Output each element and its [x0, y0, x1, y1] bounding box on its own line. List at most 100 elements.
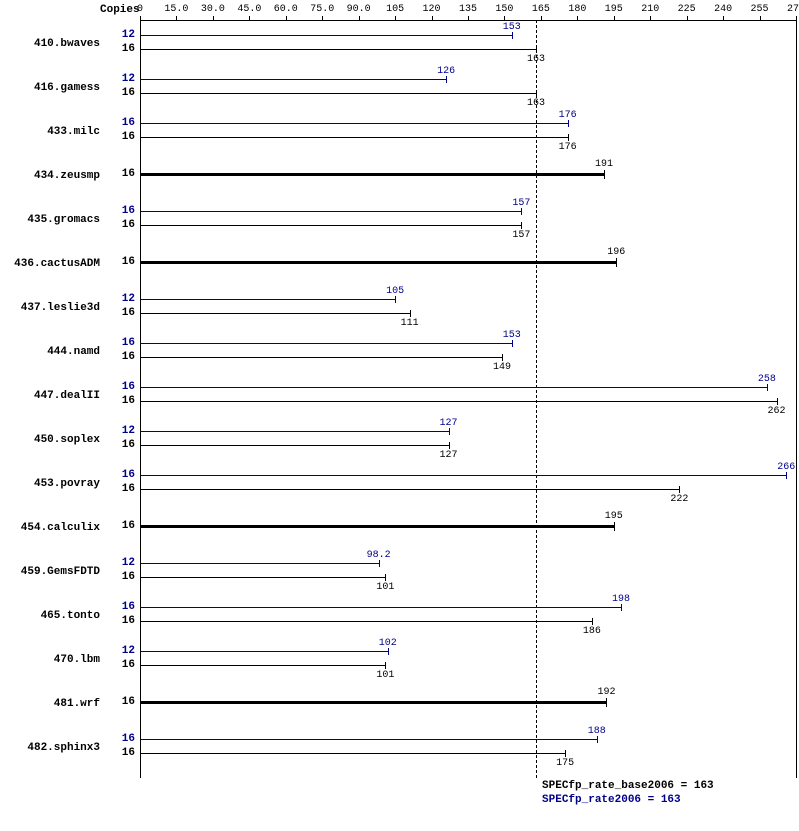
peak-value-label: 153 — [503, 330, 521, 341]
base-bar-end — [521, 222, 522, 229]
peak-bar — [140, 739, 597, 740]
base-bar — [140, 577, 385, 578]
x-axis-line — [140, 20, 796, 21]
peak-bar-end — [786, 472, 787, 479]
peak-bar — [140, 35, 512, 36]
x-axis-tick-mark — [723, 16, 724, 20]
base-bar — [140, 525, 614, 528]
x-axis-tick-label: 255 — [751, 4, 769, 15]
benchmark-name: 470.lbm — [0, 654, 100, 666]
base-bar-end — [592, 618, 593, 625]
base-copies: 16 — [110, 307, 135, 319]
benchmark-name: 447.dealII — [0, 390, 100, 402]
peak-bar — [140, 343, 512, 344]
peak-bar-end — [512, 340, 513, 347]
peak-bar-end — [568, 120, 569, 127]
base-bar — [140, 445, 449, 446]
peak-bar — [140, 299, 395, 300]
base-value-label: 175 — [556, 758, 574, 769]
x-axis-tick-mark — [359, 16, 360, 20]
base-copies: 16 — [110, 659, 135, 671]
peak-value-label: 188 — [588, 726, 606, 737]
peak-copies: 12 — [110, 293, 135, 305]
base-bar — [140, 49, 536, 50]
x-axis-tick-mark — [577, 16, 578, 20]
benchmark-name: 454.calculix — [0, 522, 100, 534]
x-axis-tick-label: 0 — [137, 4, 143, 15]
peak-value-label: 198 — [612, 594, 630, 605]
peak-bar-end — [521, 208, 522, 215]
peak-bar-end — [621, 604, 622, 611]
base-bar-end — [679, 486, 680, 493]
x-axis-tick-label: 120 — [423, 4, 441, 15]
x-axis-tick-mark — [541, 16, 542, 20]
base-bar — [140, 701, 606, 704]
base-value-label: 176 — [559, 142, 577, 153]
footer-peak-label: SPECfp_rate2006 = 163 — [542, 794, 681, 806]
base-bar — [140, 261, 616, 264]
x-axis-tick-label: 240 — [714, 4, 732, 15]
x-axis-tick-label: 210 — [641, 4, 659, 15]
peak-value-label: 102 — [379, 638, 397, 649]
base-copies: 16 — [110, 87, 135, 99]
peak-value-label: 258 — [758, 374, 776, 385]
peak-copies: 16 — [110, 733, 135, 745]
base-value-label: 127 — [440, 450, 458, 461]
base-copies: 16 — [110, 256, 135, 268]
base-value-label: 149 — [493, 362, 511, 373]
x-axis-tick-mark — [213, 16, 214, 20]
peak-value-label: 153 — [503, 22, 521, 33]
base-bar-end — [449, 442, 450, 449]
base-bar-end — [777, 398, 778, 405]
peak-copies: 12 — [110, 73, 135, 85]
base-bar — [140, 489, 679, 490]
peak-copies: 16 — [110, 337, 135, 349]
base-bar — [140, 621, 592, 622]
peak-bar-end — [512, 32, 513, 39]
x-axis-tick-label: 60.0 — [274, 4, 298, 15]
x-axis-tick-mark — [286, 16, 287, 20]
benchmark-name: 434.zeusmp — [0, 170, 100, 182]
peak-bar-end — [395, 296, 396, 303]
peak-value-label: 105 — [386, 286, 404, 297]
peak-bar-end — [388, 648, 389, 655]
x-axis-tick-mark — [687, 16, 688, 20]
reference-line — [536, 20, 537, 778]
x-axis-tick-label: 270 — [787, 4, 799, 15]
footer-base-label: SPECfp_rate_base2006 = 163 — [542, 780, 714, 792]
peak-value-label: 98.2 — [367, 550, 391, 561]
peak-bar — [140, 79, 446, 80]
x-axis-tick-label: 135 — [459, 4, 477, 15]
base-value-label: 163 — [527, 98, 545, 109]
x-axis-tick-mark — [249, 16, 250, 20]
base-copies: 16 — [110, 747, 135, 759]
base-bar-end — [536, 46, 537, 53]
base-copies: 16 — [110, 571, 135, 583]
x-axis-tick-mark — [468, 16, 469, 20]
base-bar — [140, 401, 777, 402]
peak-bar-end — [379, 560, 380, 567]
peak-value-label: 157 — [512, 198, 530, 209]
peak-bar — [140, 563, 379, 564]
base-bar-end — [606, 698, 607, 707]
peak-bar — [140, 211, 521, 212]
x-axis-tick-label: 45.0 — [237, 4, 261, 15]
peak-copies: 16 — [110, 601, 135, 613]
x-axis-tick-mark — [432, 16, 433, 20]
peak-copies: 12 — [110, 425, 135, 437]
peak-bar — [140, 387, 767, 388]
peak-bar — [140, 475, 786, 476]
benchmark-name: 459.GemsFDTD — [0, 566, 100, 578]
x-axis-tick-label: 180 — [568, 4, 586, 15]
base-bar-end — [410, 310, 411, 317]
benchmark-chart: Copies 015.030.045.060.075.090.010512013… — [0, 0, 799, 831]
base-bar — [140, 665, 385, 666]
copies-header: Copies — [100, 4, 140, 16]
base-copies: 16 — [110, 219, 135, 231]
benchmark-name: 453.povray — [0, 478, 100, 490]
x-axis-tick-mark — [395, 16, 396, 20]
base-bar-end — [385, 662, 386, 669]
peak-copies: 16 — [110, 205, 135, 217]
peak-bar — [140, 651, 388, 652]
x-axis-tick-label: 105 — [386, 4, 404, 15]
